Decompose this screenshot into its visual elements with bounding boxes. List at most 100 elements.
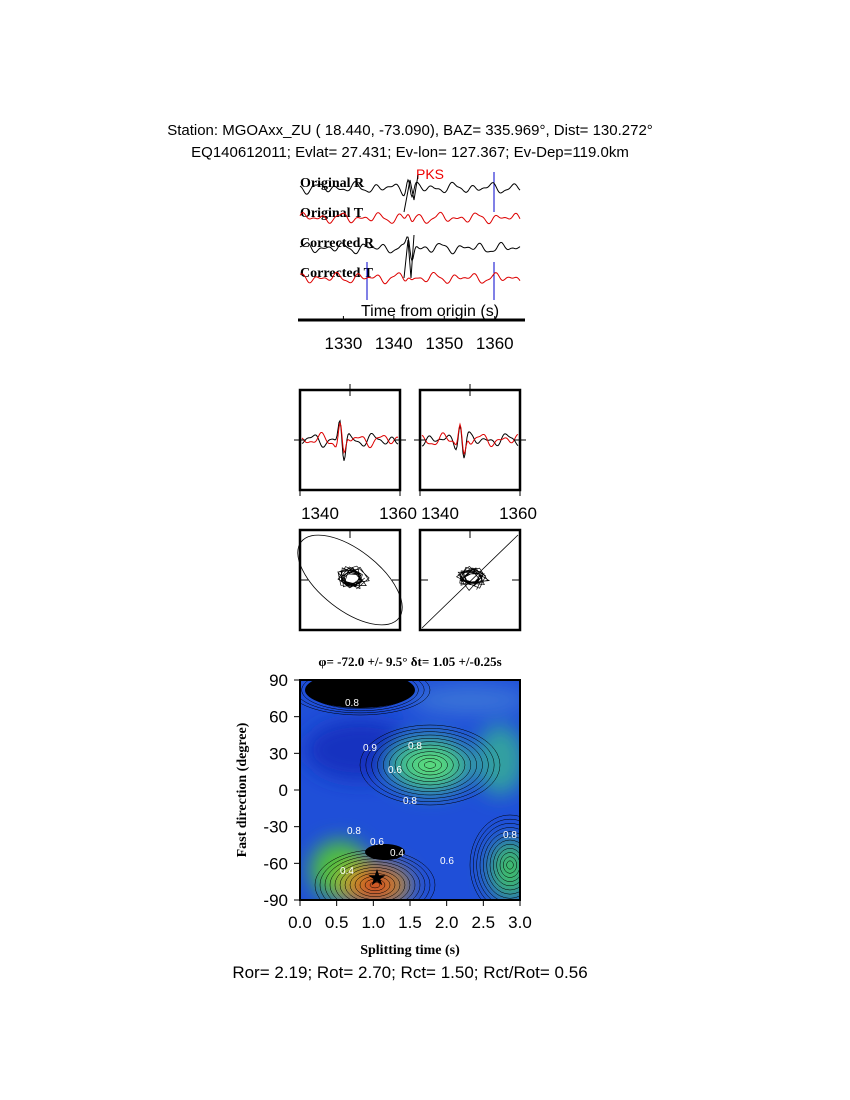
best-fit-star	[368, 869, 386, 886]
contour-line	[412, 754, 448, 776]
contour-line	[489, 839, 520, 891]
contour-line	[334, 861, 416, 900]
x-tick-label: 0.5	[325, 913, 349, 932]
contour-line	[329, 858, 421, 900]
contour-label: 0.4	[390, 848, 404, 859]
contour-line	[353, 687, 367, 693]
contour-line	[324, 680, 396, 703]
waveform	[403, 174, 419, 213]
waveform	[301, 422, 399, 454]
waveform	[421, 425, 519, 459]
trace-label: Original R	[300, 176, 365, 191]
y-tick-label: -60	[263, 854, 288, 873]
x-tick-label: 1330	[324, 334, 362, 353]
contour-line	[503, 856, 517, 874]
contour-line	[388, 741, 472, 789]
y-tick-label: 30	[269, 744, 288, 763]
x-tick-label: 1340	[375, 334, 413, 353]
contour-line	[496, 848, 520, 882]
contour-line	[365, 728, 495, 802]
contour-label: 0.4	[340, 866, 354, 877]
x-tick-label: 1.5	[398, 913, 422, 932]
x-axis-label: Splitting time (s)	[360, 943, 460, 958]
contour-line	[359, 724, 501, 806]
waveform	[421, 422, 519, 456]
trace-label: Original T	[300, 206, 364, 221]
misfit-map	[300, 680, 520, 900]
contour-line	[506, 860, 514, 870]
waveform	[299, 271, 521, 285]
contour-line	[313, 680, 407, 707]
x-tick-label: 1340	[301, 504, 339, 523]
contour-line	[423, 761, 437, 769]
header-line: EQ140612011; Evlat= 27.431; Ev-lon= 127.…	[191, 144, 629, 161]
contour-line	[301, 680, 419, 712]
contour-label: 0.8	[347, 826, 361, 837]
contour-label: 0.8	[345, 698, 359, 709]
contour-line	[486, 835, 520, 895]
contour-line	[473, 818, 520, 900]
x-tick-label: 1360	[476, 334, 514, 353]
particle-motion	[337, 565, 370, 590]
trace-label: Corrected R	[300, 236, 375, 251]
trace-label: Corrected T	[300, 266, 374, 281]
contour-line	[336, 681, 384, 699]
y-tick-label: -90	[263, 891, 288, 910]
header-line: Station: MGOAxx_ZU ( 18.440, -73.090), B…	[167, 122, 653, 139]
contour-line	[330, 680, 390, 701]
contour-line	[324, 855, 426, 900]
contour-line	[300, 680, 431, 716]
contour-line	[383, 738, 477, 792]
contour-label: 0.6	[440, 856, 454, 867]
contour-line	[348, 685, 372, 695]
contour-line	[314, 849, 436, 900]
contour-line	[469, 814, 520, 900]
contour-label: 0.8	[503, 830, 517, 841]
y-axis-label: Fast direction (degree)	[235, 722, 250, 857]
contour-line	[319, 852, 431, 900]
contour-line	[499, 852, 520, 878]
contour-line	[342, 683, 378, 697]
contour-line	[371, 731, 489, 799]
contour-line	[354, 873, 396, 897]
phase-label: PKS	[416, 166, 444, 182]
x-tick-label: 2.5	[472, 913, 496, 932]
contour-line	[394, 744, 466, 786]
contour-line	[344, 867, 406, 900]
x-tick-label: 0.0	[288, 913, 312, 932]
contour-label: 0.9	[363, 743, 377, 754]
contour-line	[406, 751, 454, 779]
panel-frame	[298, 528, 402, 632]
x-tick-label: 1360	[379, 504, 417, 523]
chart-title: φ= -72.0 +/- 9.5° δt= 1.05 +/-0.25s	[318, 654, 501, 669]
panel-frame	[298, 388, 402, 492]
footer: Ror= 2.19; Rot= 2.70; Rct= 1.50; Rct/Rot…	[232, 963, 587, 982]
contour-line	[418, 758, 442, 772]
x-tick-label: 1350	[425, 334, 463, 353]
y-tick-label: 0	[279, 781, 288, 800]
y-tick-label: -30	[263, 818, 288, 837]
contour-label: 0.6	[388, 765, 402, 776]
contour-label: 0.8	[403, 796, 417, 807]
waveform	[299, 236, 521, 263]
waveform	[299, 211, 521, 225]
x-tick-label: 3.0	[508, 913, 532, 932]
contour-label: 0.6	[370, 837, 384, 848]
x-tick-label: 2.0	[435, 913, 459, 932]
contour-line	[300, 680, 425, 714]
contour-line	[476, 823, 520, 900]
contour-line	[493, 843, 520, 887]
y-tick-label: 60	[269, 708, 288, 727]
waveform	[299, 178, 521, 199]
waveform	[403, 234, 415, 279]
x-tick-label: 1340	[421, 504, 459, 523]
x-axis-label: Time from origin (s)	[361, 303, 499, 320]
contour-label: 0.8	[408, 741, 422, 752]
contour-line	[483, 831, 520, 899]
panel-frame	[418, 388, 522, 492]
contour-line	[318, 680, 402, 705]
contour-line	[307, 680, 413, 709]
contour-line	[377, 734, 483, 796]
x-tick-label: 1.0	[362, 913, 386, 932]
